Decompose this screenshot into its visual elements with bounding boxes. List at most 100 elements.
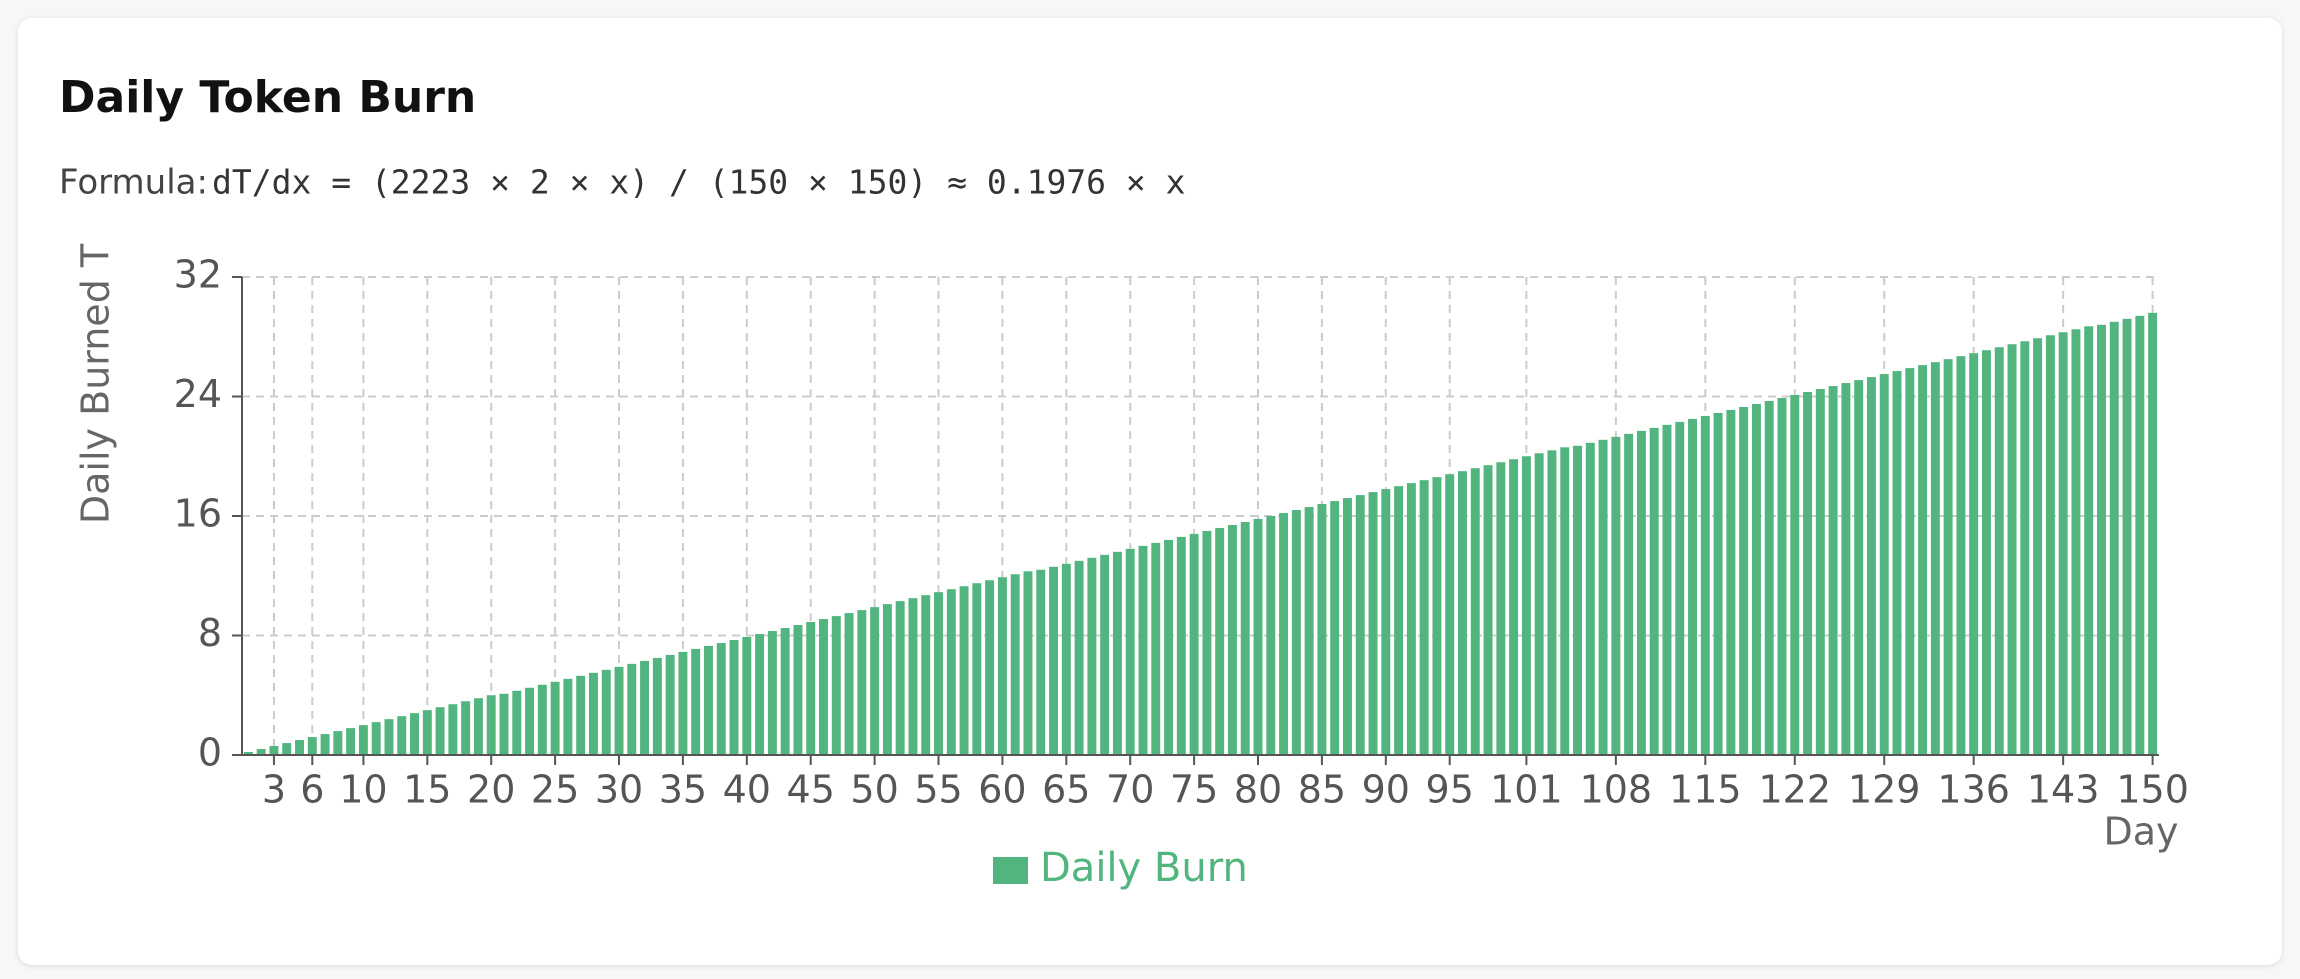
legend-label: Daily Burn bbox=[1040, 845, 1248, 891]
bar bbox=[870, 607, 880, 755]
bar bbox=[1688, 418, 1698, 755]
bar bbox=[461, 701, 471, 755]
bar bbox=[997, 577, 1007, 755]
bar bbox=[1036, 569, 1046, 755]
bar bbox=[1547, 450, 1557, 755]
bar bbox=[1215, 527, 1225, 755]
bar bbox=[844, 613, 854, 755]
bar bbox=[793, 625, 803, 755]
x-tick-label: 70 bbox=[1106, 768, 1154, 812]
bar bbox=[358, 725, 368, 755]
bar bbox=[2109, 321, 2119, 755]
bar bbox=[563, 678, 573, 755]
y-tick-label: 24 bbox=[174, 372, 222, 416]
bar bbox=[1854, 380, 1864, 755]
bar bbox=[857, 610, 867, 755]
bar bbox=[2122, 318, 2132, 755]
chart-title: Daily Token Burn bbox=[59, 72, 476, 123]
bar bbox=[755, 634, 765, 755]
bar bbox=[1138, 545, 1148, 755]
bar bbox=[1330, 501, 1340, 755]
bar bbox=[588, 672, 598, 755]
x-tick-label: 30 bbox=[595, 768, 643, 812]
bar bbox=[1662, 424, 1672, 755]
bar bbox=[627, 663, 637, 755]
x-tick-label: 35 bbox=[659, 768, 707, 812]
x-tick-label: 15 bbox=[403, 768, 451, 812]
bar bbox=[1202, 530, 1212, 755]
bar bbox=[2058, 332, 2068, 755]
x-tick-label: 136 bbox=[1937, 768, 2010, 812]
bar bbox=[831, 616, 841, 755]
bar bbox=[1010, 574, 1020, 755]
bar bbox=[601, 669, 611, 755]
bar bbox=[1981, 350, 1991, 755]
bar bbox=[1368, 492, 1378, 755]
x-tick-label: 20 bbox=[467, 768, 515, 812]
bar bbox=[243, 752, 253, 755]
legend-swatch bbox=[993, 857, 1028, 884]
bar bbox=[397, 716, 407, 755]
x-tick-label: 45 bbox=[787, 768, 835, 812]
bar bbox=[729, 639, 739, 755]
y-tick-label: 0 bbox=[198, 731, 222, 775]
bar bbox=[2148, 312, 2158, 755]
bar bbox=[1240, 521, 1250, 755]
bar bbox=[1560, 447, 1570, 755]
bar bbox=[1624, 433, 1634, 755]
bar bbox=[512, 690, 522, 755]
bar bbox=[1700, 415, 1710, 755]
bar bbox=[1585, 442, 1595, 755]
bar bbox=[1445, 474, 1455, 755]
x-tick-label: 40 bbox=[723, 768, 771, 812]
y-tick-label: 16 bbox=[174, 492, 222, 536]
bar bbox=[1406, 483, 1416, 755]
x-tick-label: 10 bbox=[339, 768, 387, 812]
bar bbox=[806, 622, 816, 755]
formula: dT/dx = (2223 × 2 × x) / (150 × 150) ≈ 0… bbox=[212, 163, 1186, 202]
bar bbox=[1636, 430, 1646, 755]
x-tick-label: 55 bbox=[914, 768, 962, 812]
bar bbox=[1675, 421, 1685, 755]
x-tick-label: 95 bbox=[1426, 768, 1474, 812]
bar bbox=[1905, 368, 1915, 755]
bar bbox=[972, 583, 982, 755]
x-tick-label: 150 bbox=[2116, 768, 2189, 812]
bar bbox=[1023, 571, 1033, 755]
bar bbox=[1189, 533, 1199, 755]
bar bbox=[269, 746, 279, 755]
bar bbox=[742, 636, 752, 755]
bar bbox=[921, 595, 931, 755]
y-tick-label: 8 bbox=[198, 611, 222, 655]
bar bbox=[1943, 359, 1953, 755]
bar bbox=[1956, 356, 1966, 755]
bar bbox=[1266, 516, 1276, 755]
bar bbox=[486, 695, 496, 755]
bar bbox=[410, 713, 420, 755]
bar bbox=[1381, 489, 1391, 755]
bar bbox=[550, 681, 560, 755]
x-tick-label: 3 bbox=[262, 768, 286, 812]
bar bbox=[1125, 548, 1135, 755]
bar bbox=[882, 604, 892, 755]
bar bbox=[1969, 353, 1979, 755]
bar bbox=[665, 654, 675, 755]
bar bbox=[1074, 560, 1084, 755]
bar bbox=[1253, 518, 1263, 755]
bar bbox=[614, 666, 624, 755]
bar bbox=[1394, 486, 1404, 755]
bar bbox=[1573, 445, 1582, 755]
x-axis-label: Day bbox=[2103, 810, 2178, 854]
bar bbox=[2007, 344, 2017, 755]
bar bbox=[1279, 513, 1289, 755]
x-tick-label: 50 bbox=[850, 768, 898, 812]
bar bbox=[2097, 324, 2106, 755]
x-tick-label: 80 bbox=[1234, 768, 1282, 812]
x-tick-label: 122 bbox=[1759, 768, 1832, 812]
x-tick-label: 6 bbox=[300, 768, 324, 812]
bar bbox=[1317, 504, 1327, 755]
bar bbox=[908, 598, 918, 755]
bar bbox=[780, 628, 790, 755]
bar bbox=[1828, 386, 1838, 755]
bar bbox=[1112, 551, 1122, 755]
